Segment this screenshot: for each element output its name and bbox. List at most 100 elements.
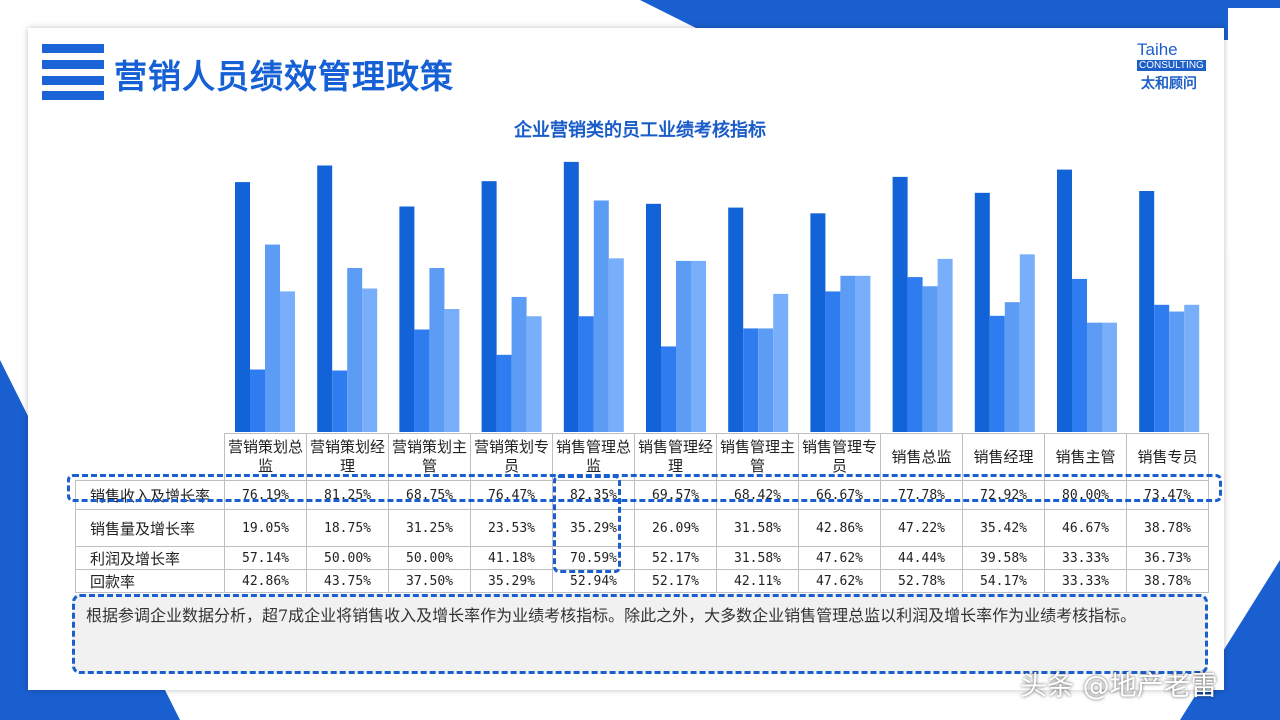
series-label: 回款率 [75,569,225,593]
data-label: 42.86% [224,569,307,593]
data-label: 72.92% [962,480,1045,510]
bar-3-4 [511,296,527,432]
bar-3-1 [265,244,280,432]
bar-1-7 [728,207,744,432]
data-label: 38.78% [1126,569,1209,593]
data-label: 47.62% [798,546,881,570]
data-label: 50.00% [306,546,389,570]
data-label: 68.75% [388,480,471,510]
bar-4-2 [362,288,378,432]
data-label: 77.78% [880,480,963,510]
data-label: 82.35% [552,480,635,510]
bar-1-5 [563,161,579,432]
series-label: 销售量及增长率 [75,509,225,547]
table-row: 销售量及增长率 19.05% 18.75% 31.25% 23.53% 35.29% 26.… [75,509,1209,547]
data-label: 52.17% [634,546,717,570]
data-label: 35.29% [470,569,553,593]
bar-3-12 [1169,311,1185,432]
note-text: 根据参调企业数据分析，超7成企业将销售收入及增长率作为业绩考核指标。除此之外，大… [86,606,1137,625]
bar-3-2 [347,268,363,432]
bar-3-9 [922,286,938,432]
watermark-text: 头条 @地产老雷 [1020,671,1218,702]
bar-3-11 [1087,322,1102,432]
data-label: 47.22% [880,509,963,547]
bar-4-7 [773,293,789,432]
bar-3-3 [429,268,445,432]
bar-1-2 [317,165,333,432]
data-label: 81.25% [306,480,389,510]
bar-1-1 [235,182,250,432]
category-label: 销售管理总监 [552,433,635,481]
data-label: 37.50% [388,569,471,593]
bar-chart [235,161,1200,432]
data-label: 50.00% [388,546,471,570]
category-label: 销售管理主管 [716,433,799,481]
bar-2-7 [743,328,759,432]
bar-4-5 [608,258,624,432]
bar-2-11 [1072,278,1087,432]
category-label: 营销策划专员 [470,433,553,481]
data-label: 39.58% [962,546,1045,570]
logo-line1: Taihe [1137,40,1178,59]
data-label: 47.62% [798,569,881,593]
bar-3-8 [840,275,856,432]
bar-1-9 [892,176,908,432]
bar-2-6 [661,346,676,432]
data-label: 57.14% [224,546,307,570]
highlight-cell-box [553,475,621,573]
bar-2-8 [825,291,841,432]
data-label: 44.44% [880,546,963,570]
taihe-logo: Taihe CONSULTING 太和顾问 [1137,40,1227,94]
bar-4-10 [1019,254,1035,432]
data-label: 18.75% [306,509,389,547]
bar-1-11 [1057,169,1072,432]
series-label: 利润及增长率 [75,546,225,570]
bar-2-10 [989,315,1005,432]
table-row: 回款率 42.86% 43.75% 37.50% 35.29% 52.94% 52.17% 4… [75,569,1209,593]
category-label: 销售主管 [1044,433,1127,481]
category-label: 销售管理经理 [634,433,717,481]
data-label: 41.18% [470,546,553,570]
data-label: 38.78% [1126,509,1209,547]
logo-line2: CONSULTING [1137,60,1206,71]
bar-1-8 [810,213,826,432]
data-label: 23.53% [470,509,553,547]
bar-3-6 [676,260,691,432]
bar-2-4 [496,354,512,432]
page-title: 营销人员绩效管理政策 [114,57,454,96]
data-label: 43.75% [306,569,389,593]
data-label: 36.73% [1126,546,1209,570]
bar-1-6 [646,203,661,432]
data-label: 26.09% [634,509,717,547]
data-label: 46.67% [1044,509,1127,547]
bar-2-9 [907,277,923,432]
bar-4-1 [280,291,295,432]
bar-1-12 [1139,191,1155,432]
logo-line3: 太和顾问 [1141,76,1197,92]
bar-4-6 [691,260,706,432]
bar-1-3 [399,206,415,432]
bar-4-11 [1102,322,1117,432]
category-label: 营销策划总监 [224,433,307,481]
category-label: 营销策划主管 [388,433,471,481]
data-label: 19.05% [224,509,307,547]
data-label: 76.47% [470,480,553,510]
data-label: 42.11% [716,569,799,593]
bar-2-2 [332,370,348,432]
bar-3-5 [593,200,609,432]
chart-data-table: 营销策划总监 营销策划经理 营销策划主管 营销策划专员 销售管理总监 销售管理经理 销售管理… [75,433,1209,593]
data-label: 52.78% [880,569,963,593]
bar-1-4 [481,181,497,432]
data-label: 33.33% [1044,569,1127,593]
data-label: 33.33% [1044,546,1127,570]
bar-1-10 [974,192,990,432]
chart-title: 企业营销类的员工业绩考核指标 [514,120,766,141]
bar-4-9 [937,258,953,432]
menu-icon [42,44,104,100]
data-label: 73.47% [1126,480,1209,510]
data-label: 80.00% [1044,480,1127,510]
data-label: 31.58% [716,509,799,547]
data-label: 31.25% [388,509,471,547]
bar-2-12 [1154,304,1170,432]
bar-3-7 [758,328,774,432]
